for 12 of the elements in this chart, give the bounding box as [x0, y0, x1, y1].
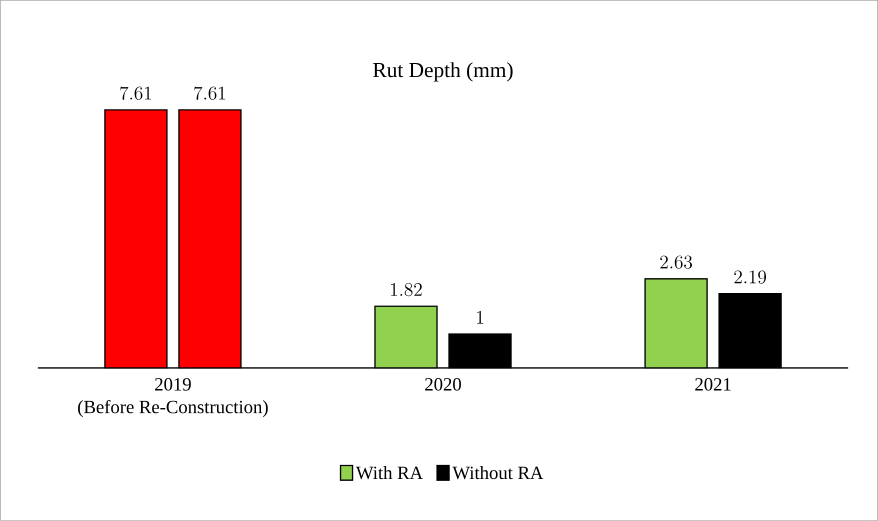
legend-label: With RA	[356, 466, 423, 480]
data-label: 2. 19	[734, 270, 766, 284]
data-label: 2.63	[660, 256, 692, 269]
chart-title: Rut Depth (mm)	[373, 62, 513, 82]
x-tick-label: 2021	[695, 378, 731, 391]
x-tick-label: 2020	[425, 378, 461, 391]
data-label: 1	[477, 310, 484, 324]
legend-label: Without RA	[452, 466, 544, 480]
data-label: 7.61	[194, 86, 226, 100]
data-label: 7.61	[120, 86, 152, 100]
data-label: 1 .82	[391, 283, 422, 296]
x-tick-label: 2019 (Before Re-Construction)	[78, 378, 268, 418]
